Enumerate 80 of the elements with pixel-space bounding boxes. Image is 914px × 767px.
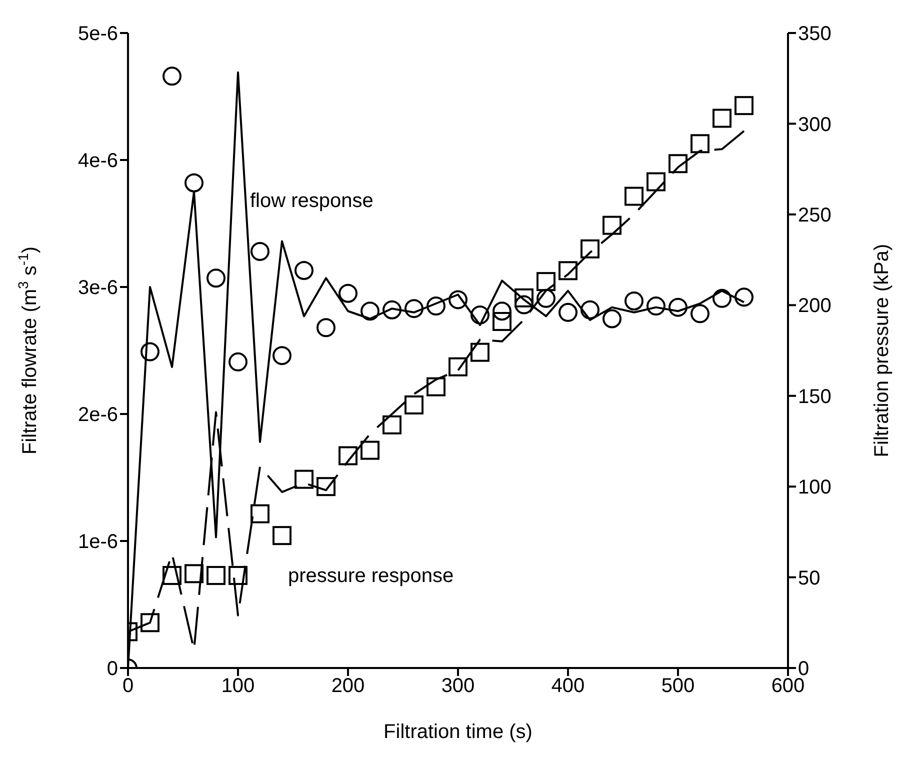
point	[162, 66, 182, 86]
point	[184, 173, 204, 192]
y-tick-label: 5e-6	[78, 23, 118, 46]
point	[624, 291, 644, 310]
point	[602, 309, 622, 328]
point	[712, 288, 732, 308]
point	[338, 284, 358, 303]
point	[470, 342, 490, 362]
point	[250, 504, 270, 524]
point	[294, 470, 314, 489]
point	[558, 261, 578, 280]
point	[646, 296, 666, 316]
point	[228, 352, 248, 372]
x-tick-label: 100	[221, 675, 255, 698]
point	[426, 296, 446, 316]
point	[272, 346, 292, 366]
point	[536, 288, 556, 308]
point	[316, 477, 336, 496]
x-tick-label: 300	[441, 675, 475, 698]
point	[448, 357, 468, 376]
point	[690, 304, 710, 324]
point	[690, 134, 710, 154]
x-tick-label: 200	[331, 675, 365, 698]
point	[712, 108, 732, 128]
y-tick-label: 4e-6	[78, 150, 118, 172]
x-tick-label: 500	[661, 675, 695, 698]
point	[734, 288, 754, 307]
y2-tick-label: 100	[798, 476, 832, 499]
annotation: pressure response	[288, 564, 454, 588]
point	[514, 295, 534, 314]
point	[294, 260, 314, 280]
point	[514, 288, 534, 308]
point	[580, 300, 600, 320]
point	[492, 312, 512, 331]
x-tick-label: 0	[122, 675, 134, 698]
y2-tick-label: 200	[798, 295, 832, 318]
point	[734, 96, 754, 116]
point	[250, 242, 270, 261]
point	[228, 566, 248, 585]
point	[140, 342, 160, 362]
point	[602, 216, 622, 235]
point	[404, 299, 424, 318]
y-tick-label: 2e-6	[78, 404, 118, 426]
point	[558, 302, 578, 322]
point	[536, 272, 556, 292]
y-tick-label: 3e-6	[78, 277, 118, 300]
x-tick-label: 400	[551, 675, 585, 698]
x-axis-title: Filtration time (s)	[384, 721, 532, 743]
y-tick-label: 1e-6	[78, 531, 118, 554]
y2-axis-title: Filtration pressure (kPa)	[871, 244, 893, 458]
point	[162, 566, 182, 585]
point	[206, 268, 226, 288]
point	[448, 290, 468, 310]
point	[382, 300, 402, 320]
point	[360, 302, 380, 321]
point	[206, 566, 226, 585]
y2-tick-label: 150	[798, 386, 832, 408]
y-tick-label: 0	[106, 658, 118, 680]
point	[338, 446, 358, 466]
point	[646, 172, 666, 192]
point	[624, 186, 644, 206]
point	[668, 298, 688, 317]
y2-tick-label: 250	[798, 204, 832, 227]
point	[184, 564, 204, 584]
x-tick-label: 600	[771, 675, 805, 698]
point	[426, 377, 446, 396]
point	[404, 395, 424, 414]
point	[492, 302, 512, 321]
point	[316, 318, 336, 338]
point	[580, 239, 600, 258]
point	[668, 154, 688, 174]
annotation: flow response	[250, 189, 374, 213]
point	[360, 440, 380, 460]
point	[382, 415, 402, 434]
point	[470, 305, 490, 324]
point	[140, 613, 160, 632]
y2-tick-label: 300	[798, 114, 832, 136]
y2-tick-label: 350	[798, 23, 832, 46]
y2-tick-label: 50	[798, 567, 820, 590]
point	[272, 526, 292, 546]
